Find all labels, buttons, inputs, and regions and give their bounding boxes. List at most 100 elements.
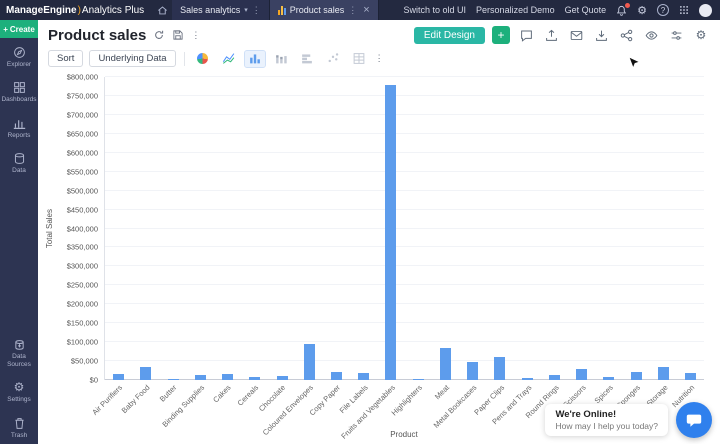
bar[interactable] — [630, 371, 642, 380]
bar[interactable] — [576, 368, 588, 380]
sort-button[interactable]: Sort — [48, 50, 84, 67]
apps-grid-icon[interactable] — [679, 5, 689, 15]
sidebar-item-data[interactable]: Data — [0, 144, 38, 179]
bell-icon[interactable] — [616, 2, 631, 16]
mail-icon[interactable] — [567, 26, 585, 44]
gridline — [105, 189, 704, 191]
chat-button[interactable] — [676, 402, 712, 438]
bar[interactable] — [603, 376, 615, 380]
y-tick-label: $650,000 — [66, 129, 98, 139]
get-quote-link[interactable]: Get Quote — [564, 5, 607, 15]
bar-column — [568, 77, 595, 380]
home-icon[interactable] — [152, 5, 172, 16]
switch-old-ui-link[interactable]: Switch to old UI — [403, 5, 467, 15]
sidebar-item-settings[interactable]: ⚙ Settings — [0, 373, 38, 408]
bar-column — [650, 77, 677, 380]
gridline — [105, 379, 704, 380]
gridline — [105, 265, 704, 267]
y-tick-label: $150,000 — [66, 318, 98, 328]
sidebar-item-trash[interactable]: Trash — [0, 409, 38, 444]
page-title: Product sales — [48, 26, 147, 44]
x-tick-label: Cereals — [235, 383, 261, 408]
toolbar-kebab-icon[interactable]: ⋮ — [374, 53, 384, 63]
x-label-cell: Baby Food — [119, 380, 158, 430]
sidebar-item-reports[interactable]: Reports — [0, 109, 38, 144]
logo-product: Analytics Plus — [81, 4, 145, 16]
bar-chart-type-icon[interactable] — [243, 49, 266, 68]
workspace-tab[interactable]: Sales analytics ▾ ⋮ — [172, 0, 270, 20]
save-icon[interactable] — [172, 29, 184, 41]
personalized-demo-link[interactable]: Personalized Demo — [476, 5, 555, 15]
view-icon[interactable] — [642, 26, 660, 44]
share-icon[interactable] — [617, 26, 635, 44]
bar[interactable] — [685, 373, 697, 380]
report-tab-kebab-icon[interactable]: ⋮ — [348, 4, 358, 15]
report-header: Product sales ⋮ Edit Design + — [38, 20, 720, 46]
bars-container — [105, 77, 704, 380]
workspace-kebab-icon[interactable]: ⋮ — [251, 4, 261, 15]
help-icon[interactable]: ? — [657, 4, 669, 16]
download-icon[interactable] — [592, 26, 610, 44]
bar[interactable] — [330, 372, 342, 380]
gear-icon: ⚙ — [13, 380, 25, 395]
bar[interactable] — [439, 347, 451, 380]
bar-column — [432, 77, 459, 380]
sidebar-item-explorer[interactable]: Explorer — [0, 38, 38, 73]
report-tab[interactable]: Product sales ⋮ × — [269, 0, 379, 20]
add-button[interactable]: + — [492, 26, 510, 44]
settings-gear-icon[interactable]: ⚙ — [695, 28, 707, 42]
sidebar-item-label: Explorer — [6, 61, 32, 68]
create-button[interactable]: + Create — [0, 20, 38, 38]
y-tick-label: $400,000 — [66, 224, 98, 233]
filter-sliders-icon[interactable] — [667, 26, 685, 44]
sidebar-item-data-sources[interactable]: Data Sources — [0, 330, 38, 373]
bar[interactable] — [113, 374, 125, 380]
title-kebab-icon[interactable]: ⋮ — [191, 29, 201, 40]
bar[interactable] — [194, 375, 206, 380]
logo[interactable]: ManageEngine ) Analytics Plus — [0, 5, 152, 16]
gear-icon[interactable]: ⚙ — [637, 4, 647, 17]
bar[interactable] — [140, 366, 152, 380]
bar[interactable] — [412, 378, 424, 380]
y-tick-label: $300,000 — [66, 261, 98, 271]
bar-column — [377, 77, 404, 380]
comment-icon[interactable] — [517, 26, 535, 44]
export-icon[interactable] — [542, 26, 560, 44]
gridline — [105, 227, 704, 229]
close-icon[interactable]: × — [363, 4, 370, 16]
bar[interactable] — [521, 378, 533, 380]
bar[interactable] — [385, 84, 397, 380]
stacked-bar-icon[interactable] — [271, 51, 291, 67]
bar[interactable] — [222, 374, 234, 380]
y-axis-title: Total Sales — [44, 208, 54, 249]
underlying-data-button[interactable]: Underlying Data — [89, 50, 176, 67]
horizontal-bar-icon[interactable] — [297, 51, 317, 67]
pie-chart-icon[interactable] — [193, 51, 213, 67]
bar-column — [486, 77, 513, 380]
bar[interactable] — [548, 375, 560, 380]
gridline — [105, 76, 704, 77]
user-avatar[interactable] — [699, 3, 712, 17]
chat-bubble[interactable]: We're Online! How may I help you today? — [545, 404, 668, 436]
bar[interactable] — [303, 344, 315, 380]
bar-column — [350, 77, 377, 380]
chevron-down-icon[interactable]: ▾ — [244, 7, 248, 14]
bar[interactable] — [276, 375, 288, 380]
bar[interactable] — [358, 373, 370, 380]
gridline — [105, 94, 704, 96]
sidebar-item-dashboards[interactable]: Dashboards — [0, 73, 38, 108]
y-tick-label: $800,000 — [66, 72, 98, 82]
table-chart-icon[interactable] — [349, 51, 369, 67]
line-chart-icon[interactable] — [219, 51, 239, 67]
bar[interactable] — [167, 378, 179, 380]
edit-design-button[interactable]: Edit Design — [413, 26, 485, 44]
bar[interactable] — [467, 361, 479, 380]
scatter-chart-icon[interactable] — [323, 51, 343, 67]
bar-column — [677, 77, 704, 380]
bar-column — [405, 77, 432, 380]
x-axis-title: Product — [390, 430, 418, 439]
bar[interactable] — [494, 357, 506, 380]
bar[interactable] — [249, 376, 261, 380]
refresh-icon[interactable] — [153, 29, 165, 41]
bar[interactable] — [657, 366, 669, 380]
